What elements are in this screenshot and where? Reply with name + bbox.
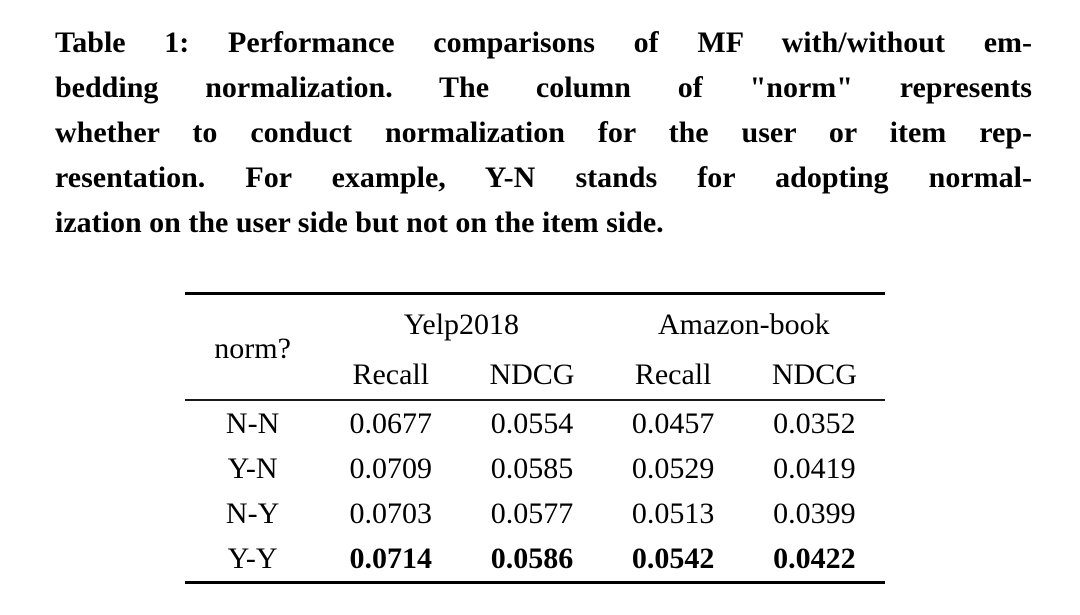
caption-line-3: whether to conduct normalization for the… xyxy=(55,116,1032,149)
col-header-amazon-ndcg: NDCG xyxy=(771,357,857,391)
row-label: N-Y xyxy=(225,496,280,530)
cell-value: 0.0677 xyxy=(349,406,433,440)
cell-value: 0.0513 xyxy=(631,496,715,530)
table-row: N-Y 0.0703 0.0577 0.0513 0.0399 xyxy=(185,491,885,536)
cell-value: 0.0542 xyxy=(631,541,715,575)
col-group-amazon-book: Amazon-book xyxy=(657,307,830,341)
cell-value: 0.0703 xyxy=(349,496,433,530)
cell-value: 0.0422 xyxy=(773,541,856,575)
table-row: N-N 0.0677 0.0554 0.0457 0.0352 xyxy=(185,400,885,446)
cell-value: 0.0577 xyxy=(490,496,574,530)
row-label: N-N xyxy=(225,406,280,440)
cell-value: 0.0457 xyxy=(631,406,715,440)
row-label: Y-Y xyxy=(227,541,278,575)
table-body: N-N 0.0677 0.0554 0.0457 0.0352 Y-N 0.07… xyxy=(185,400,885,583)
cell-value: 0.0399 xyxy=(773,496,856,530)
caption-line-2: bedding normalization. The column of "no… xyxy=(55,71,1032,104)
col-group-yelp2018: Yelp2018 xyxy=(403,307,520,341)
table-header: norm? Yelp2018 Amazon-book Recall NDCG R… xyxy=(185,294,885,400)
table-row-best: Y-Y 0.0714 0.0586 0.0542 0.0422 xyxy=(185,536,885,583)
table-row: Y-N 0.0709 0.0585 0.0529 0.0419 xyxy=(185,446,885,491)
cell-value: 0.0554 xyxy=(490,406,574,440)
caption-line-1: Table 1: Performance comparisons of MF w… xyxy=(55,26,1032,59)
cell-value: 0.0586 xyxy=(490,541,574,575)
cell-value: 0.0352 xyxy=(773,406,856,440)
cell-value: 0.0714 xyxy=(349,541,433,575)
row-label: Y-N xyxy=(227,451,278,485)
results-table-container: norm? Yelp2018 Amazon-book Recall NDCG R… xyxy=(185,292,885,584)
caption-line-4: resentation. For example, Y-N stands for… xyxy=(55,161,1032,194)
cell-value: 0.0529 xyxy=(631,451,715,485)
caption-line-5: ization on the user side but not on the … xyxy=(55,206,664,239)
col-header-yelp-recall: Recall xyxy=(352,357,430,391)
cell-value: 0.0585 xyxy=(490,451,574,485)
results-table: norm? Yelp2018 Amazon-book Recall NDCG R… xyxy=(185,292,885,584)
col-header-norm: norm? xyxy=(214,332,291,365)
cell-value: 0.0419 xyxy=(773,451,856,485)
col-header-yelp-ndcg: NDCG xyxy=(489,357,575,391)
col-header-amazon-recall: Recall xyxy=(634,357,712,391)
cell-value: 0.0709 xyxy=(349,451,433,485)
table-caption: Table 1: Performance comparisons of MF w… xyxy=(55,20,1032,245)
